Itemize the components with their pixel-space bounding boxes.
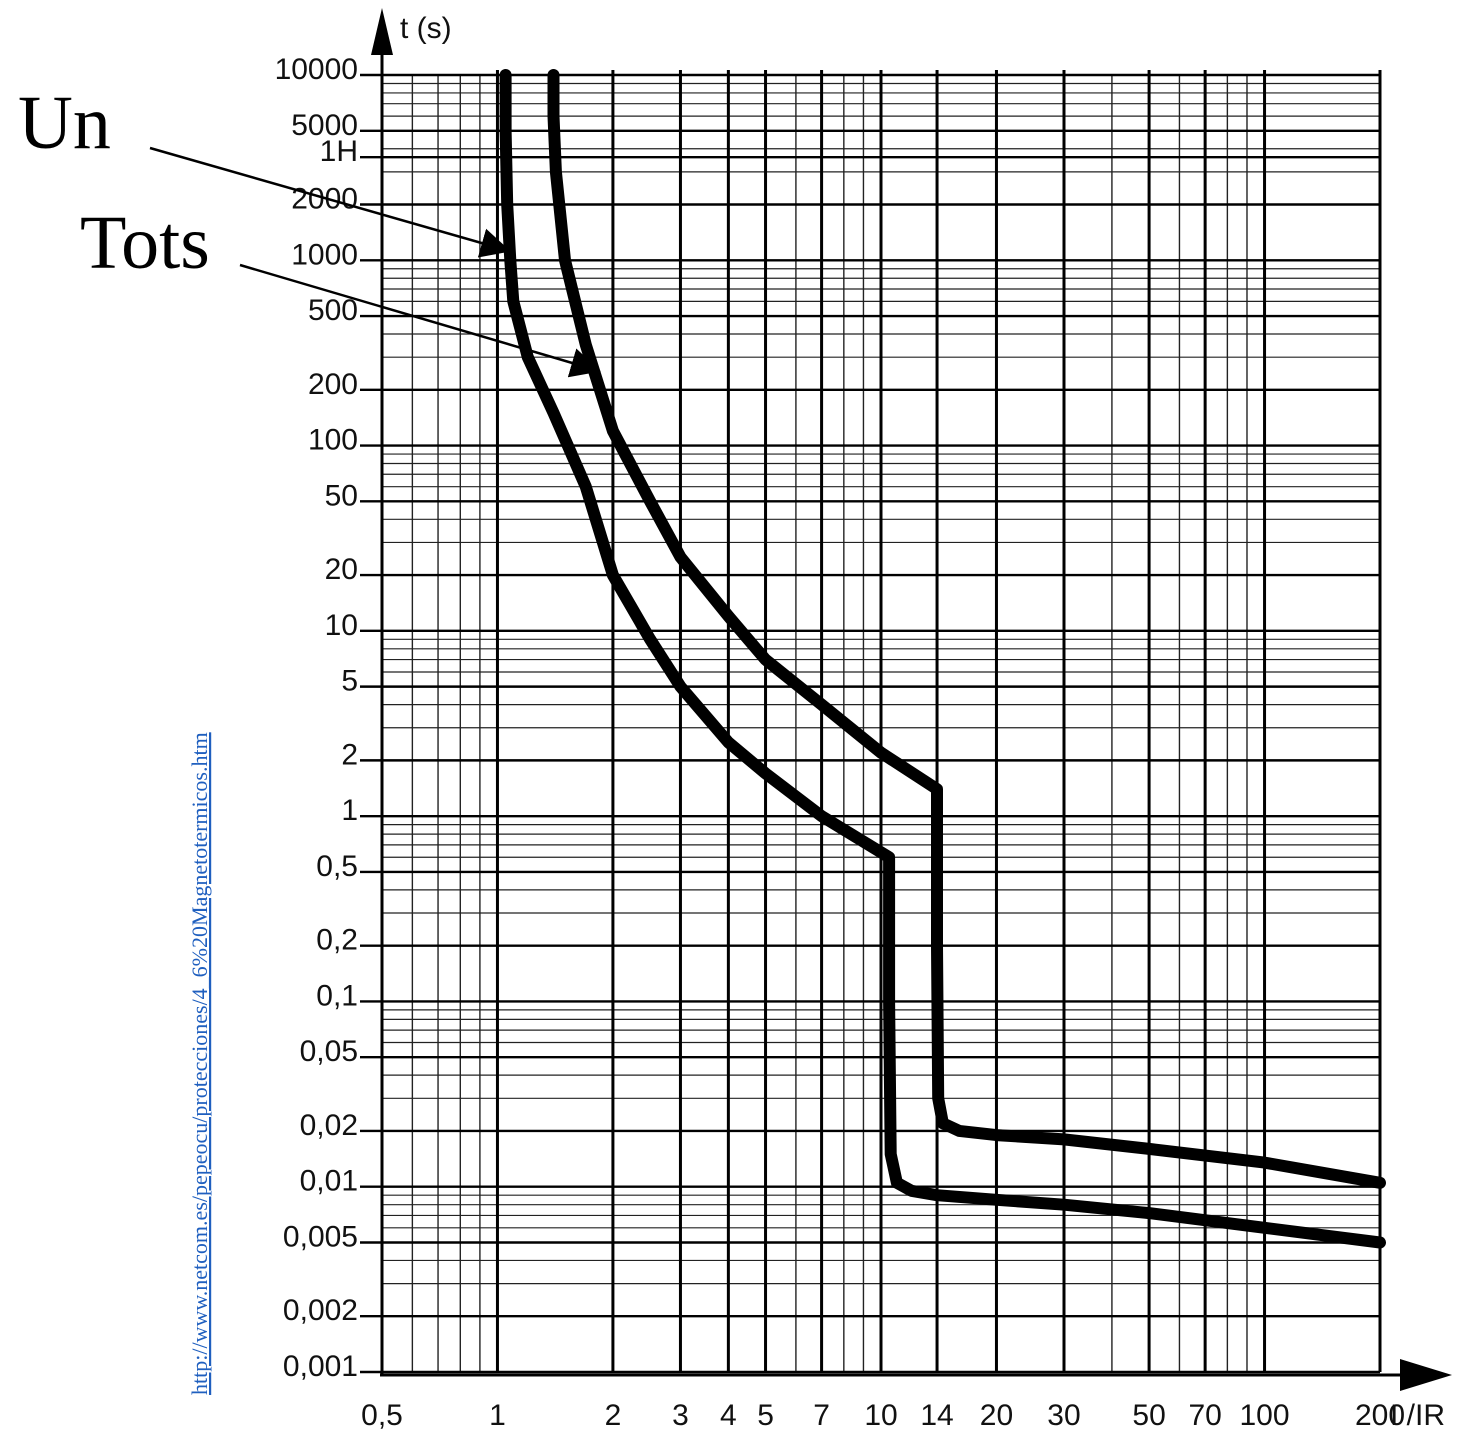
y-tick-label: 0,2 <box>316 924 358 957</box>
curve-series-1 <box>499 69 1386 1249</box>
x-tick-label: 100 <box>1240 1399 1290 1432</box>
x-tick-label: 70 <box>1188 1399 1221 1432</box>
y-tick-label: 100 <box>308 424 358 457</box>
y-tick-label: 5000 <box>291 109 358 142</box>
source-link[interactable]: http://www.netcom.es/pepeocu/proteccione… <box>187 732 212 1395</box>
y-axis-title: t (s) <box>400 12 452 45</box>
annotation-un: Un <box>18 81 111 165</box>
y-tick-label: 0,05 <box>300 1035 358 1068</box>
y-tick-label: 0,005 <box>283 1220 358 1253</box>
y-tick-label: 200 <box>308 368 358 401</box>
curve-series-2 <box>547 69 1386 1189</box>
y-tick-label: 5 <box>341 665 358 698</box>
y-tick-label: 1000 <box>291 238 358 271</box>
x-tick-label: 50 <box>1132 1399 1165 1432</box>
y-tick-label: 10 <box>325 609 358 642</box>
axes: t (s) I /IR <box>371 8 1452 1432</box>
y-tick-label: 50 <box>325 479 358 512</box>
x-tick-label: 2 <box>605 1399 622 1432</box>
x-tick-label: 30 <box>1047 1399 1080 1432</box>
annotations: Un Tots <box>18 81 601 378</box>
y-tick-label: 500 <box>308 294 358 327</box>
y-tick-label: 1H <box>320 135 358 168</box>
annotation-tots: Tots <box>80 201 210 285</box>
annotation-un-arrow <box>149 146 511 258</box>
y-tick-label: 0,1 <box>316 979 358 1012</box>
x-tick-label: 1 <box>489 1399 506 1432</box>
x-tick-label: 0,5 <box>361 1399 403 1432</box>
x-axis-arrow-icon <box>1400 1359 1452 1391</box>
y-tick-label: 2 <box>341 738 358 771</box>
x-tick-label: 3 <box>672 1399 689 1432</box>
x-tick-label: 200 <box>1355 1399 1405 1432</box>
x-tick-label: 20 <box>980 1399 1013 1432</box>
y-tick-labels: 1000050001H200010005002001005020105210,5… <box>275 53 358 1383</box>
y-tick-label: 0,01 <box>300 1165 358 1198</box>
curves <box>499 69 1386 1249</box>
y-tick-label: 1 <box>341 794 358 827</box>
x-tick-label: 4 <box>720 1399 737 1432</box>
x-tick-labels: 0,5 1 2 3 4 5 7 10 14 20 30 50 70 100 200 <box>361 1399 1405 1432</box>
x-axis-title: I /IR <box>1390 1399 1445 1432</box>
y-tick-label: 10000 <box>275 53 358 86</box>
y-tick-label: 0,5 <box>316 850 358 883</box>
annotation-tots-arrow <box>239 263 601 378</box>
y-tick-label: 20 <box>325 553 358 586</box>
x-tick-label: 5 <box>757 1399 774 1432</box>
x-tick-label: 14 <box>920 1399 953 1432</box>
y-tick-label: 0,002 <box>283 1294 358 1327</box>
y-tick-label: 0,02 <box>300 1109 358 1142</box>
y-axis-arrow-icon <box>371 8 393 55</box>
x-tick-label: 7 <box>813 1399 830 1432</box>
x-tick-label: 10 <box>864 1399 897 1432</box>
y-tick-label: 0,001 <box>283 1350 358 1383</box>
